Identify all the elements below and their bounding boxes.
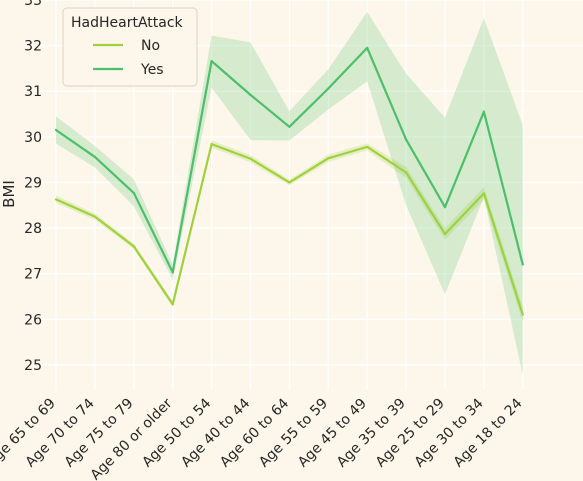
ci-band-yes: [56, 11, 523, 375]
data-point-no: [54, 198, 58, 201]
legend-label-yes: Yes: [140, 62, 164, 78]
data-point-no: [171, 303, 174, 306]
y-tick-label: 29: [24, 175, 42, 191]
data-point-no: [93, 215, 96, 218]
data-point-yes: [171, 271, 174, 274]
y-tick-label: 25: [24, 358, 42, 374]
legend-items: No Yes: [93, 38, 164, 78]
data-point-no: [405, 171, 408, 174]
y-tick-label: 27: [24, 267, 42, 283]
data-point-yes: [54, 128, 58, 132]
data-point-yes: [482, 110, 485, 113]
data-point-no: [327, 157, 330, 160]
data-point-no: [210, 143, 213, 146]
data-point-yes: [210, 60, 213, 63]
series-yes: [54, 46, 524, 274]
data-point-no: [443, 232, 447, 236]
legend: HadHeartAttack No Yes: [62, 7, 198, 87]
series-lines: [54, 46, 524, 316]
legend-title: HadHeartAttack: [71, 15, 184, 31]
data-point-yes: [93, 155, 96, 159]
data-point-no: [521, 313, 524, 316]
data-point-yes: [132, 191, 135, 195]
series-no: [54, 143, 524, 316]
data-point-no: [482, 192, 485, 195]
data-point-yes: [405, 138, 408, 141]
y-tick-label: 31: [24, 84, 42, 100]
confidence-bands: [56, 11, 523, 375]
data-point-yes: [443, 205, 447, 209]
y-tick-label: 26: [24, 312, 42, 328]
x-tick-label: Age 18 to 24: [451, 395, 526, 470]
y-axis-label: BMI: [0, 180, 18, 208]
y-tick-label: 33: [24, 0, 42, 9]
legend-label-no: No: [141, 38, 160, 54]
data-point-yes: [249, 93, 252, 96]
y-tick-label: 32: [24, 39, 42, 55]
data-point-no: [288, 181, 291, 184]
data-point-yes: [327, 87, 330, 90]
y-tick-label: 30: [24, 130, 42, 146]
data-point-yes: [366, 46, 369, 49]
y-tick-label: 28: [24, 221, 42, 237]
data-point-no: [132, 245, 135, 248]
legend-box: [62, 7, 198, 87]
data-point-no: [366, 145, 369, 148]
data-point-yes: [521, 263, 524, 266]
y-tick-labels: 25 26 27 28 29 30 31 32 33: [24, 0, 42, 374]
data-point-yes: [288, 125, 291, 128]
data-point-no: [249, 157, 252, 160]
